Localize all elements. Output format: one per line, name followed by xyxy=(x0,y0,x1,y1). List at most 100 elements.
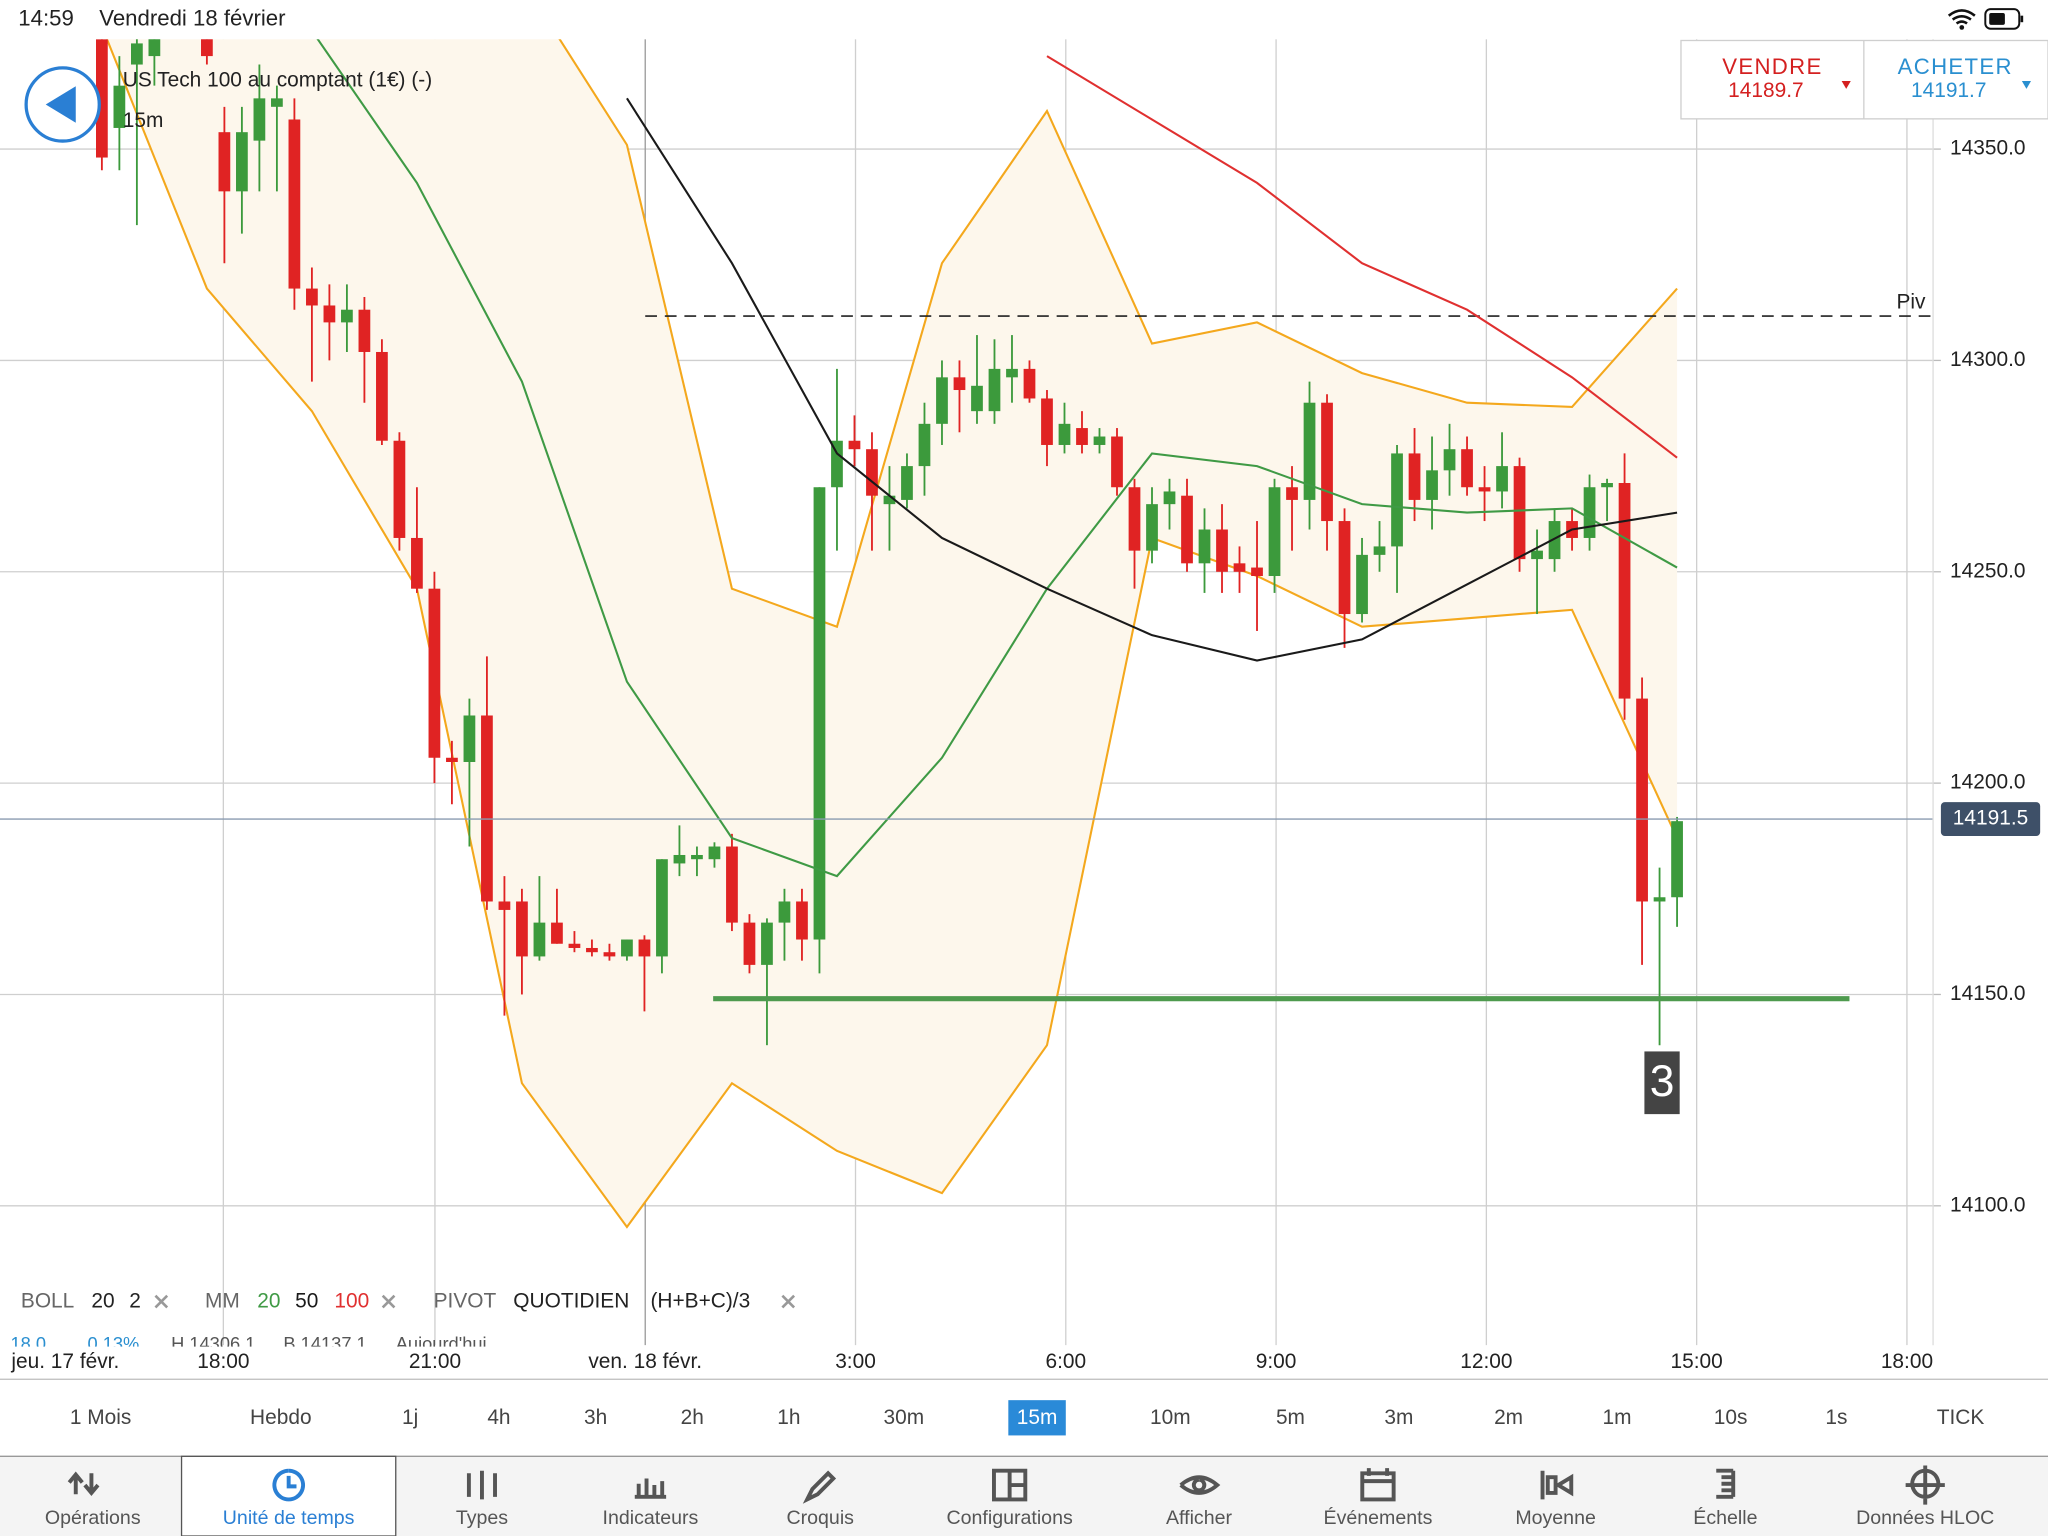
candle-body xyxy=(743,922,756,965)
moving-average xyxy=(626,97,1678,662)
buy-button[interactable]: ACHETER 14191.7 xyxy=(1898,54,2032,102)
candle-body xyxy=(1023,368,1036,399)
timeframe-option[interactable]: 30m xyxy=(884,1406,925,1429)
remove-icon[interactable] xyxy=(154,1294,169,1309)
candle-body xyxy=(551,922,563,944)
candle-body xyxy=(1251,567,1263,577)
candle-body xyxy=(148,39,161,57)
candle-body xyxy=(1268,487,1281,577)
toolbar-button[interactable]: Moyenne xyxy=(1515,1507,1596,1529)
candle-body xyxy=(201,39,213,57)
remove-icon[interactable] xyxy=(381,1294,396,1309)
timeframe-option[interactable]: 15m xyxy=(1017,1406,1058,1429)
candle-body xyxy=(813,487,826,940)
timeframe-option[interactable]: 2h xyxy=(681,1406,704,1429)
timeframe-option[interactable]: 1h xyxy=(777,1406,800,1429)
timeframe-option[interactable]: 10m xyxy=(1150,1406,1191,1429)
candle-body xyxy=(323,305,336,323)
toolbar-icon xyxy=(1360,1468,1396,1502)
instrument-name: US Tech 100 au comptant (1€) (-) xyxy=(123,68,432,91)
x-tick-label: 15:00 xyxy=(1671,1350,1723,1373)
timeframe-selected xyxy=(1008,1400,1066,1436)
timeframe-option[interactable]: 1s xyxy=(1825,1406,1847,1429)
candle-body xyxy=(1338,521,1351,615)
timeframe-option[interactable]: 1j xyxy=(402,1406,418,1429)
toolbar-button[interactable]: Opérations xyxy=(45,1507,141,1529)
x-tick-label: 3:00 xyxy=(835,1350,876,1373)
candle-body xyxy=(1321,402,1333,522)
bollinger-lower xyxy=(105,39,1679,1229)
back-button[interactable] xyxy=(24,66,101,143)
toolbar-button[interactable]: Configurations xyxy=(947,1507,1073,1529)
toolbar-button[interactable]: Afficher xyxy=(1166,1507,1232,1529)
candle-body xyxy=(446,757,458,762)
toolbar-icon xyxy=(67,1471,100,1496)
candle-body xyxy=(411,537,423,589)
timeframe-option[interactable]: 2m xyxy=(1494,1406,1523,1429)
candle-body xyxy=(253,98,266,141)
toolbar-button[interactable]: Unité de temps xyxy=(223,1507,355,1529)
y-tick-label: 14300.0 xyxy=(1950,348,2025,371)
y-tick-label: 14150.0 xyxy=(1950,982,2025,1005)
mm-period: 50 xyxy=(295,1290,318,1313)
sell-label: VENDRE xyxy=(1722,54,1822,79)
toolbar-button[interactable]: Indicateurs xyxy=(603,1507,699,1529)
candle-body xyxy=(568,943,581,948)
candle-body xyxy=(988,368,1001,412)
timeframe-option[interactable]: 4h xyxy=(487,1406,510,1429)
sell-button[interactable]: VENDRE 14189.7 xyxy=(1722,54,1851,102)
toolbar-selected xyxy=(180,1455,397,1536)
timeframe-option[interactable]: 1 Mois xyxy=(70,1406,131,1429)
candle-body xyxy=(1653,897,1666,902)
candle-body xyxy=(866,449,878,496)
candle-body xyxy=(1408,453,1421,500)
candle-body xyxy=(901,466,913,500)
candle-body xyxy=(1006,368,1018,378)
badge xyxy=(1644,1051,1680,1115)
y-tick-label: 14350.0 xyxy=(1950,137,2025,160)
x-axis: jeu. 17 févr. 18:00 21:00 ven. 18 févr. 3:00… xyxy=(0,1346,2048,1380)
timeframe-option[interactable]: 5m xyxy=(1276,1406,1305,1429)
candle-body xyxy=(341,309,353,323)
boll-deviation: 2 xyxy=(129,1290,141,1313)
candle-body xyxy=(113,85,126,128)
toolbar-icon xyxy=(272,1468,306,1502)
candle-body xyxy=(1128,487,1141,551)
candle-body xyxy=(621,939,633,957)
timeframe-option[interactable]: 3h xyxy=(584,1406,607,1429)
timeframe-option[interactable]: TICK xyxy=(1937,1406,1985,1429)
timeframe-option[interactable]: 3m xyxy=(1384,1406,1413,1429)
candle-body xyxy=(673,854,686,864)
toolbar-button[interactable]: Échelle xyxy=(1693,1506,1757,1529)
candle-body xyxy=(271,98,283,107)
mm-label: MM xyxy=(205,1290,240,1313)
timeframe-option[interactable]: 1m xyxy=(1602,1406,1631,1429)
candle-body xyxy=(1671,821,1683,898)
candle-body xyxy=(1548,521,1561,560)
remove-icon[interactable] xyxy=(781,1294,796,1309)
candle-body xyxy=(831,440,843,488)
toolbar-icon xyxy=(1716,1468,1736,1499)
moving-average xyxy=(316,39,1678,878)
candle-body xyxy=(1618,483,1631,699)
x-tick-label: jeu. 17 févr. xyxy=(10,1350,119,1373)
candle-body xyxy=(376,351,388,441)
candle-body xyxy=(691,854,703,860)
candle-body xyxy=(1356,554,1368,615)
timeframe-option[interactable]: 10s xyxy=(1714,1406,1748,1429)
candle-body xyxy=(306,288,318,306)
candle-body xyxy=(708,846,721,860)
timeframe-option[interactable]: Hebdo xyxy=(250,1406,312,1429)
toolbar-button[interactable]: Types xyxy=(456,1507,508,1529)
toolbar-button[interactable]: Données HLOC xyxy=(1856,1507,1994,1529)
candle-body xyxy=(1093,436,1106,445)
plot-area xyxy=(0,39,1934,1346)
candle-body xyxy=(1041,398,1053,445)
candle-body xyxy=(236,132,248,192)
candle-body xyxy=(656,859,668,957)
candle-body xyxy=(778,901,791,923)
toolbar-button[interactable]: Croquis xyxy=(787,1507,855,1529)
toolbar-button[interactable]: Événements xyxy=(1324,1506,1433,1529)
indicator-legend: BOLL 20 2 MM 20 50 100 PIVOT QUOTIDIEN (… xyxy=(21,1290,796,1313)
candle-body xyxy=(1373,546,1386,555)
